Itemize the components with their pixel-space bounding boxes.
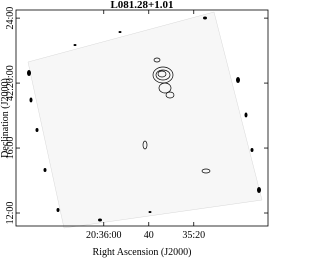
y-tick-label: 12:00 [5,202,16,225]
plot-frame [15,9,269,227]
y-tick-label: 24:00 [5,7,16,30]
contours [142,57,211,174]
x-tick-label: 35:20 [182,230,205,241]
x-axis-label: Right Ascension (J2000) [93,247,192,258]
chart-title: L081.28+1.01 [110,0,173,11]
y-tick-label: 16:00 [5,137,16,160]
y-axis-label: Declination (J2000) [0,78,11,158]
figure: L081.28+1.01 Right Ascension (J2000) Dec… [0,0,269,258]
edge-noise [27,16,261,222]
survey-field [27,11,263,229]
image-content [27,11,263,229]
y-tick-label: 42:20:00 [5,65,16,101]
x-tick-label: 40 [144,230,154,241]
x-tick-label: 20:36:00 [86,230,122,241]
